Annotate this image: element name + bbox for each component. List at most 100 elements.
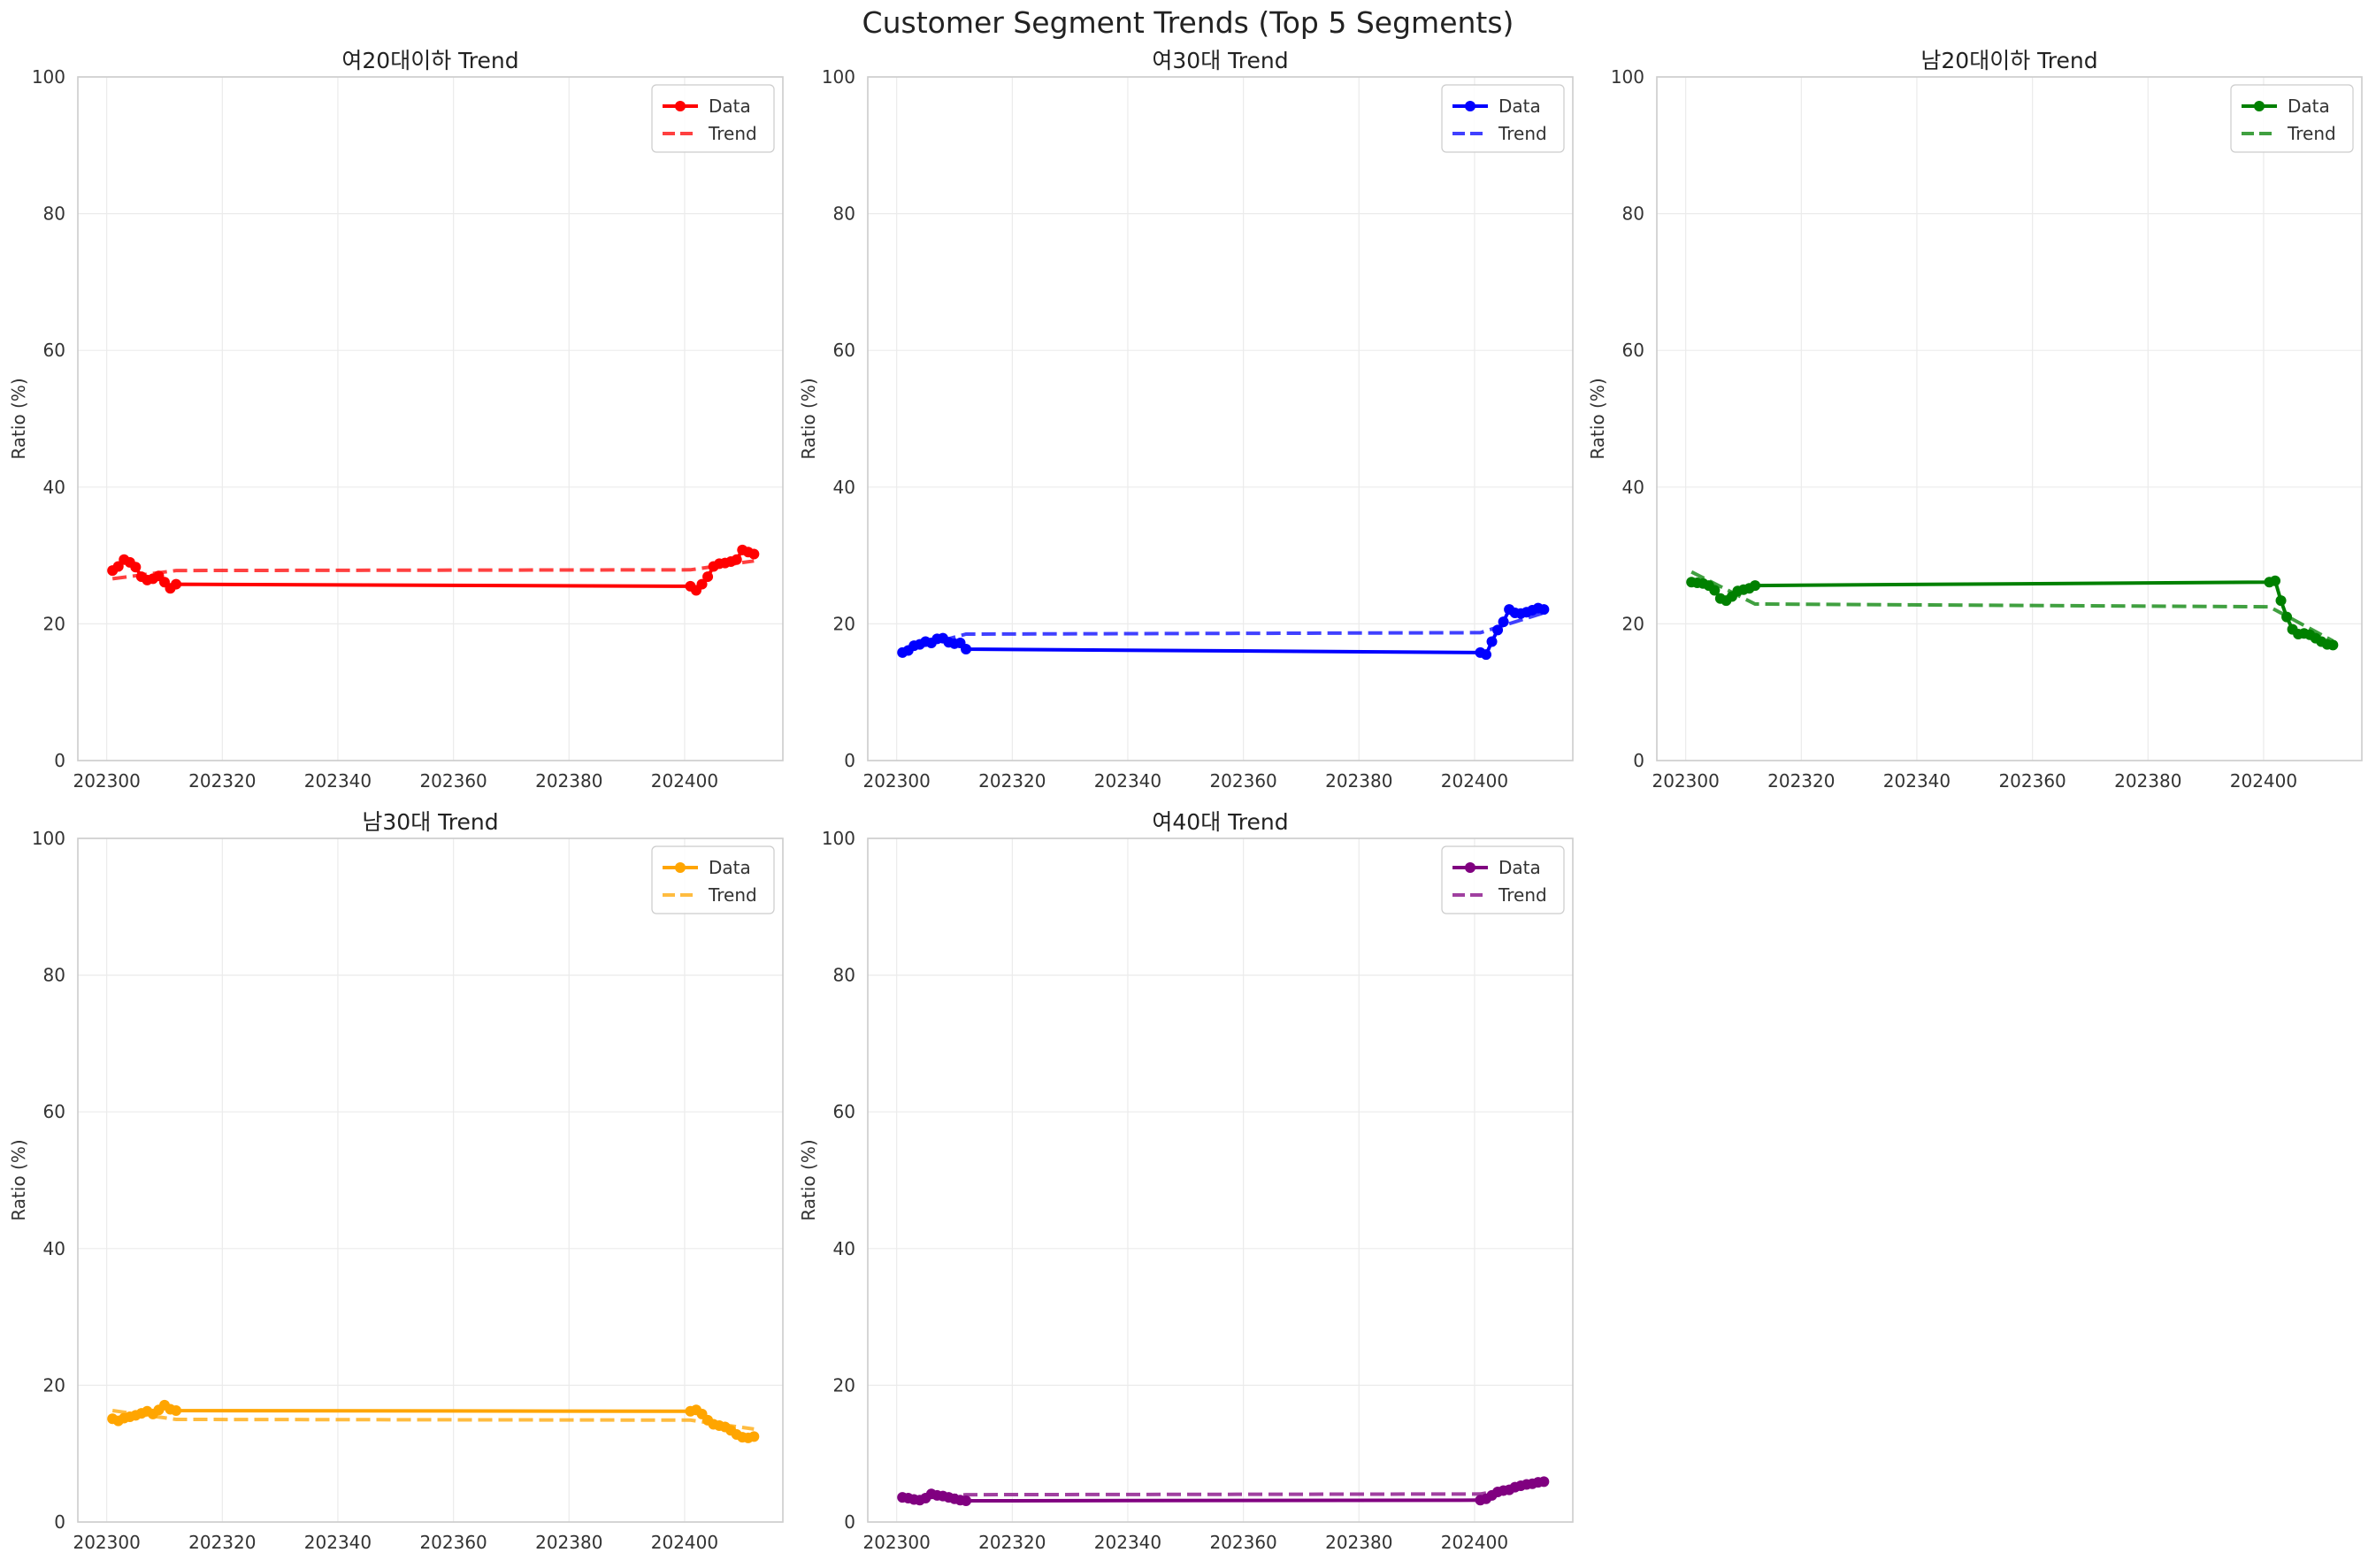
y-tick-label: 80 xyxy=(1622,203,1644,225)
data-point xyxy=(1709,585,1721,596)
x-tick-label: 202300 xyxy=(73,1532,140,1553)
y-tick-label: 100 xyxy=(1611,66,1644,88)
data-point xyxy=(2270,575,2281,586)
x-tick-label: 202300 xyxy=(862,770,930,792)
legend-label-trend: Trend xyxy=(2287,123,2336,144)
figure-title: Customer Segment Trends (Top 5 Segments) xyxy=(862,5,1514,40)
y-tick-label: 100 xyxy=(822,66,855,88)
subplot-title: 남20대이하 Trend xyxy=(1920,48,2097,73)
legend-marker-data xyxy=(1465,862,1475,873)
legend-label-trend: Trend xyxy=(1498,884,1547,906)
data-point xyxy=(961,1495,972,1507)
subplot-2: 202300 202320 202340 202360 202380 202400 0 20 4… xyxy=(798,48,1574,792)
y-tick-label: 40 xyxy=(1622,477,1644,498)
x-tick-label: 202320 xyxy=(978,1532,1046,1553)
y-axis-label: Ratio (%) xyxy=(1587,378,1608,459)
data-line xyxy=(901,1480,1544,1503)
legend-label-trend: Trend xyxy=(708,884,757,906)
y-tick-label: 0 xyxy=(844,750,855,771)
data-point xyxy=(171,578,182,590)
y-tick-label: 20 xyxy=(833,1374,855,1396)
subplot-title: 남30대 Trend xyxy=(362,809,498,835)
axes-frame xyxy=(77,76,784,761)
y-axis-label: Ratio (%) xyxy=(798,378,819,459)
x-tick-label: 202400 xyxy=(651,770,718,792)
x-tick-label: 202360 xyxy=(419,1532,487,1553)
trend-line xyxy=(111,1409,755,1431)
data-point xyxy=(1498,616,1509,628)
y-tick-label: 0 xyxy=(1633,750,1644,771)
y-tick-label: 0 xyxy=(844,1511,855,1533)
subplot-4: 202300 202320 202340 202360 202380 202400 0 20 4… xyxy=(8,809,784,1553)
x-tick-label: 202380 xyxy=(535,770,602,792)
legend: Data Trend xyxy=(651,84,775,153)
y-tick-label: 40 xyxy=(833,1238,855,1259)
axes-frame xyxy=(1656,76,2363,761)
y-tick-label: 60 xyxy=(833,340,855,361)
y-axis-label: Ratio (%) xyxy=(8,1139,29,1220)
x-tick-label: 202340 xyxy=(304,770,372,792)
legend-label-data: Data xyxy=(2288,96,2330,117)
trend-line xyxy=(111,559,755,581)
legend: Data Trend xyxy=(1441,84,1565,153)
data-line xyxy=(901,606,1544,657)
data-point xyxy=(961,644,972,655)
x-tick-label: 202320 xyxy=(188,770,256,792)
data-point xyxy=(748,1431,760,1442)
x-tick-label: 202360 xyxy=(419,770,487,792)
x-tick-label: 202300 xyxy=(1652,770,1719,792)
y-tick-label: 100 xyxy=(32,66,65,88)
subplot-5: 202300 202320 202340 202360 202380 202400 0 20 4… xyxy=(798,809,1574,1553)
x-tick-label: 202380 xyxy=(1325,1532,1392,1553)
data-point xyxy=(2275,595,2287,607)
y-tick-label: 40 xyxy=(43,477,65,498)
data-point xyxy=(1481,649,1492,661)
legend-label-trend: Trend xyxy=(708,123,757,144)
axes-frame xyxy=(77,838,784,1523)
legend: Data Trend xyxy=(2230,84,2354,153)
data-point xyxy=(702,571,714,583)
x-tick-label: 202380 xyxy=(2114,770,2181,792)
legend-label-data: Data xyxy=(709,857,751,878)
x-tick-label: 202300 xyxy=(73,770,140,792)
y-tick-label: 60 xyxy=(43,1101,65,1122)
legend-label-data: Data xyxy=(1498,96,1541,117)
y-tick-label: 100 xyxy=(32,828,65,849)
subplot-title: 여20대이하 Trend xyxy=(341,48,518,73)
x-tick-label: 202400 xyxy=(2230,770,2297,792)
y-tick-label: 80 xyxy=(833,203,855,225)
x-tick-label: 202380 xyxy=(535,1532,602,1553)
x-tick-label: 202340 xyxy=(1094,770,1161,792)
subplot-3: 202300 202320 202340 202360 202380 202400 0 20 4… xyxy=(1587,48,2363,792)
y-tick-label: 80 xyxy=(43,203,65,225)
trend-line xyxy=(1690,570,2334,643)
x-tick-label: 202380 xyxy=(1325,770,1392,792)
y-tick-label: 40 xyxy=(43,1238,65,1259)
y-tick-label: 20 xyxy=(1622,613,1644,634)
data-point xyxy=(1750,580,1761,592)
legend: Data Trend xyxy=(1441,845,1565,914)
y-tick-label: 60 xyxy=(43,340,65,361)
axes-frame xyxy=(867,838,1574,1523)
trend-line xyxy=(901,611,1544,654)
data-point xyxy=(748,548,760,560)
legend: Data Trend xyxy=(651,845,775,914)
x-tick-label: 202360 xyxy=(1209,770,1276,792)
y-tick-label: 100 xyxy=(822,828,855,849)
x-tick-label: 202340 xyxy=(1883,770,1951,792)
x-tick-label: 202320 xyxy=(1767,770,1835,792)
legend-label-trend: Trend xyxy=(1498,123,1547,144)
x-tick-label: 202400 xyxy=(651,1532,718,1553)
legend-marker-data xyxy=(675,101,686,111)
legend-label-data: Data xyxy=(1498,857,1541,878)
y-tick-label: 80 xyxy=(43,965,65,986)
x-tick-label: 202320 xyxy=(188,1532,256,1553)
data-line xyxy=(111,547,755,593)
y-tick-label: 20 xyxy=(43,1374,65,1396)
x-tick-label: 202300 xyxy=(862,1532,930,1553)
x-tick-label: 202320 xyxy=(978,770,1046,792)
data-point xyxy=(696,578,708,590)
y-tick-label: 20 xyxy=(833,613,855,634)
y-tick-label: 0 xyxy=(54,750,65,771)
